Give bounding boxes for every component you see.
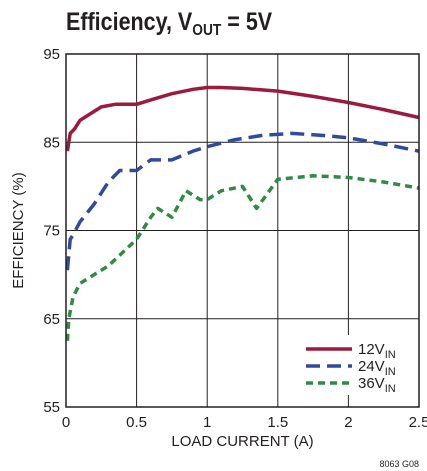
series-line-1	[65, 85, 420, 152]
x-tick-label: 2.5	[409, 414, 427, 431]
y-tick-label: 75	[43, 223, 60, 240]
y-tick-label: 55	[43, 399, 60, 416]
legend-label: 24VIN	[358, 358, 396, 378]
x-tick-label: 0	[62, 414, 70, 431]
x-tick-label: 2	[344, 414, 352, 431]
series-lines	[65, 85, 420, 341]
series-line-3	[65, 174, 420, 341]
y-tick-label: 85	[43, 134, 60, 151]
legend-label: 36VIN	[358, 375, 396, 395]
x-tick-label: 0.5	[126, 414, 147, 431]
tick-labels: 0 0.5 1 1.5 2 2.5 55 65 75 85 95	[43, 46, 427, 431]
x-tick-label: 1.5	[267, 414, 288, 431]
chart-title: Efficiency, VOUT = 5V	[66, 8, 273, 39]
figure-code: 8063 G08	[379, 459, 419, 469]
y-axis-label: EFFICIENCY (%)	[10, 172, 27, 288]
legend-label: 12VIN	[358, 341, 396, 361]
x-axis-label: LOAD CURRENT (A)	[171, 433, 313, 450]
x-tick-label: 1	[203, 414, 211, 431]
plot-frame	[65, 53, 420, 408]
y-tick-label: 95	[43, 46, 60, 63]
y-tick-label: 65	[43, 311, 60, 328]
series-line-2	[65, 131, 420, 271]
